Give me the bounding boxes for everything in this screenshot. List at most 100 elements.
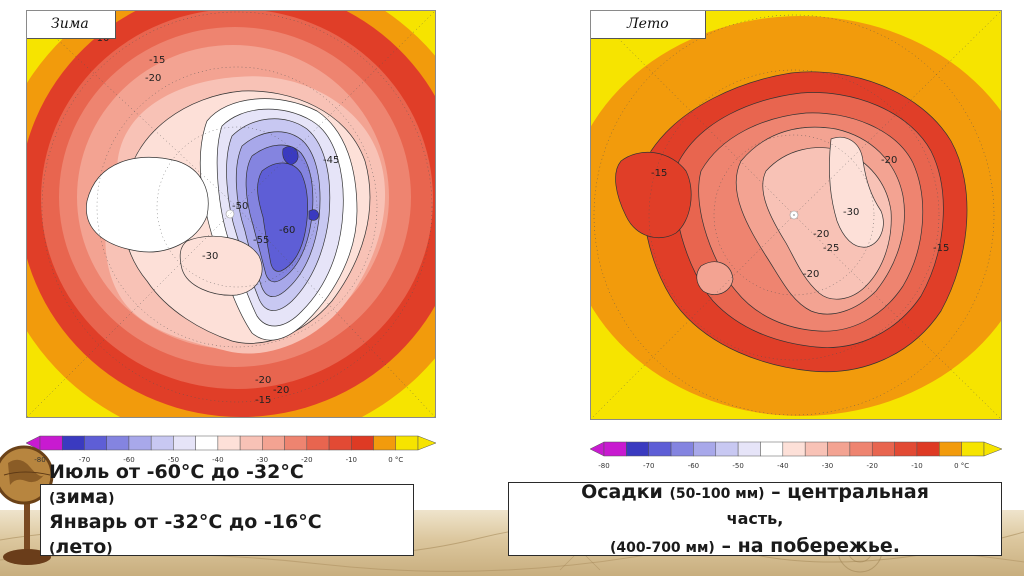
contour-label: -15 — [933, 243, 949, 254]
winter-month-text: Июль от — [49, 461, 147, 483]
colorbar-tick-label: -40 — [777, 462, 788, 470]
colorbar-segment — [849, 441, 873, 457]
globe-decoration — [0, 445, 60, 570]
colorbar-segment — [737, 441, 761, 457]
colorbar-segment — [195, 435, 219, 451]
summer-season-line: (лето) — [49, 536, 113, 558]
winter-season-line: (зима) — [49, 486, 115, 508]
contour-label: -20 — [273, 385, 289, 396]
colorbar-tick-label: -30 — [257, 456, 268, 464]
winter-range-line: Июль от -60°С до -32°С — [49, 461, 304, 483]
contour-label: -30 — [202, 251, 218, 262]
winter-season-text: зима — [55, 486, 109, 508]
precipitation-label: Осадки — [581, 481, 670, 503]
paren-open: ( — [49, 491, 56, 507]
contour-label: -20 — [255, 375, 271, 386]
colorbar-segment — [150, 435, 174, 451]
colorbar-tick-label: -80 — [34, 456, 45, 464]
contour-label: -60 — [279, 225, 295, 236]
colorbar-segment — [284, 435, 308, 451]
colorbar-segment — [871, 441, 895, 457]
colorbar-segment — [239, 435, 263, 451]
colorbar-tick-label: -60 — [688, 462, 699, 470]
central-text: – центральная — [764, 481, 929, 503]
colorbar-segment — [106, 435, 130, 451]
colorbar-segment — [916, 441, 940, 457]
colorbar-segment — [306, 435, 330, 451]
colorbar-segment — [217, 435, 241, 451]
colorbar-segment — [961, 441, 985, 457]
colorbar-arrow-left — [26, 435, 41, 451]
colorbar-tick-label: -10 — [911, 462, 922, 470]
paren-open: ( — [49, 541, 56, 557]
colorbar-segment — [173, 435, 196, 451]
precipitation-info-box: Осадки (50-100 мм) – центральная часть, … — [508, 481, 1002, 557]
summer-colorbar: -80 -70 -60 -50 -40 -30 -20 -10 0 °C — [590, 441, 1002, 470]
colorbar-tick-label: -70 — [79, 456, 90, 464]
colorbar-arrow-right — [417, 435, 436, 451]
contour-label: -20 — [145, 73, 161, 84]
colorbar-tick-label: -40 — [212, 456, 223, 464]
colorbar-segment — [603, 441, 627, 457]
colorbar-tick-label: -20 — [867, 462, 878, 470]
colorbar-segment — [782, 441, 806, 457]
colorbar-segment — [626, 441, 649, 457]
colorbar-tick-label: -10 — [346, 456, 357, 464]
winter-range-value: -60°С до -32°С — [146, 461, 304, 483]
winter-map-label: Зима — [27, 11, 116, 39]
winter-colorbar: -80 -70 -60 -50 -40 -30 -20 -10 0 °C — [26, 435, 436, 464]
colorbar-tick-label: -60 — [123, 456, 134, 464]
contour-label: -15 — [149, 55, 165, 66]
contour-label: -20 — [813, 229, 829, 240]
colorbar-segment — [39, 435, 63, 451]
colorbar-segment — [894, 441, 918, 457]
colorbar-tick-label: -70 — [643, 462, 654, 470]
colorbar-segment — [693, 441, 717, 457]
summer-map-label: Лето — [591, 11, 706, 39]
precipitation-line-2: часть, — [726, 509, 784, 528]
colorbar-segment — [262, 435, 285, 451]
contour-label: -55 — [253, 235, 269, 246]
colorbar-tick-label: 0 °C — [388, 456, 403, 464]
paren-close: ) — [108, 491, 115, 507]
contour-label: -25 — [823, 243, 839, 254]
colorbar-tick-label: -30 — [822, 462, 833, 470]
colorbar-segment — [84, 435, 107, 451]
colorbar-segment — [61, 435, 85, 451]
colorbar-segment — [760, 441, 784, 457]
colorbar-segment — [373, 435, 397, 451]
colorbar-tick-label: -50 — [168, 456, 179, 464]
colorbar-tick-label: 0 °C — [954, 462, 969, 470]
contour-label: -15 — [651, 168, 667, 179]
summer-temperature-map: -15 -20 -25 -30 -20 -15 -20 Лето — [590, 10, 1002, 420]
colorbar-segment — [351, 435, 374, 451]
precipitation-line-1: Осадки (50-100 мм) – центральная — [509, 481, 1001, 503]
central-amount: (50-100 мм) — [669, 486, 765, 502]
coast-text: – на побережье. — [714, 535, 900, 557]
colorbar-segment — [715, 441, 739, 457]
summer-season-text: лето — [55, 536, 107, 558]
contour-label: -20 — [881, 155, 897, 166]
colorbar-tick-label: -50 — [732, 462, 743, 470]
summer-range-value: -32°С до -16°С — [164, 511, 322, 533]
contour-label: -50 — [232, 201, 248, 212]
coast-amount: (400-700 мм) — [610, 540, 715, 556]
colorbar-segment — [395, 435, 419, 451]
contour-label: -20 — [803, 269, 819, 280]
colorbar-arrow-right — [983, 441, 1002, 457]
temperature-info-box: Июль от -60°С до -32°С (зима) Январь от … — [40, 461, 414, 558]
summer-month-text: Январь от — [49, 511, 165, 533]
colorbar-segment — [648, 441, 672, 457]
contour-label: -45 — [323, 155, 339, 166]
colorbar-segment — [328, 435, 352, 451]
colorbar-segment — [939, 441, 962, 457]
colorbar-segment — [670, 441, 694, 457]
paren-close: ) — [106, 541, 113, 557]
precipitation-line-3: (400-700 мм) – на побережье. — [509, 535, 1001, 557]
colorbar-tick-label: -20 — [301, 456, 312, 464]
colorbar-segment — [128, 435, 152, 451]
contour-label: -30 — [843, 207, 859, 218]
contour-label: -15 — [255, 395, 271, 406]
colorbar-tick-label: -80 — [598, 462, 609, 470]
summer-range-line: Январь от -32°С до -16°С — [49, 511, 322, 533]
